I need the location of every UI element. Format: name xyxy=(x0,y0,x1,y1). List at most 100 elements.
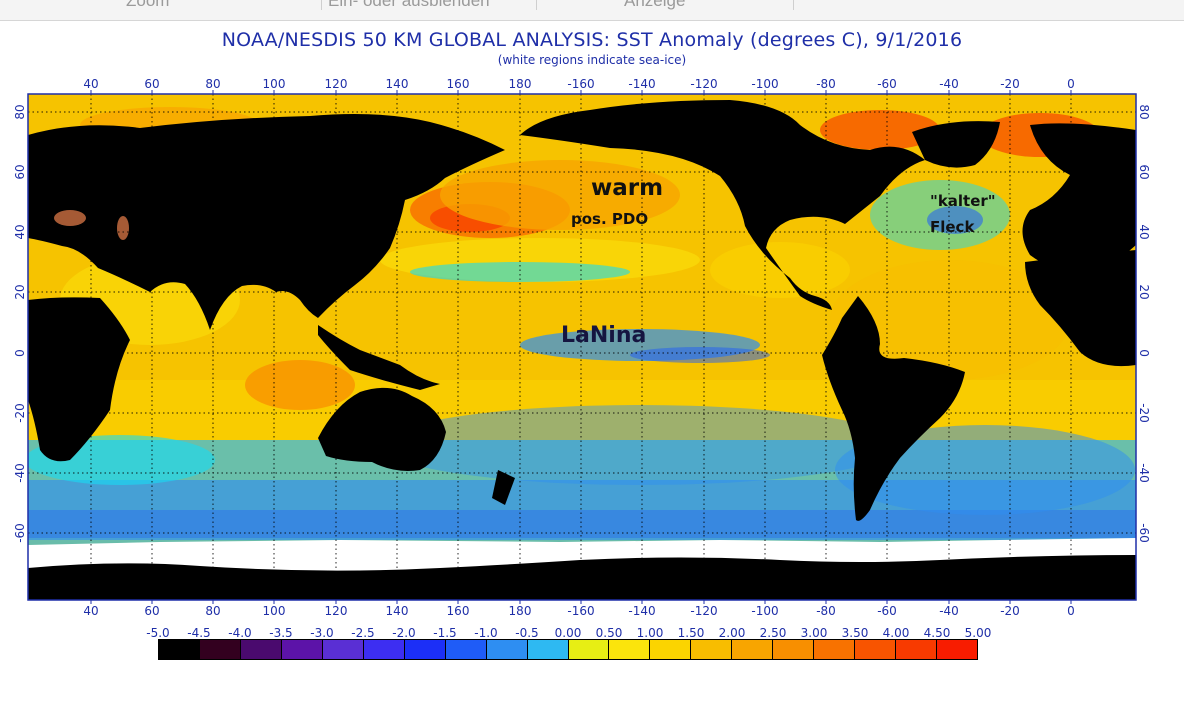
colorbar-cell xyxy=(609,640,651,659)
lon-label-bottom: 40 xyxy=(83,604,98,618)
colorbar-cell xyxy=(281,640,323,659)
colorbar-label: 5.00 xyxy=(964,626,992,640)
annotation-kalter: "kalter" xyxy=(930,192,996,210)
colorbar-cell xyxy=(650,640,692,659)
colorbar-cell xyxy=(855,640,897,659)
lon-label-bottom: -160 xyxy=(567,604,594,618)
antarctica xyxy=(28,555,1136,600)
colorbar-cell xyxy=(240,640,282,659)
lon-label-bottom: 60 xyxy=(144,604,159,618)
land-masses xyxy=(28,100,1136,600)
south-america xyxy=(822,296,965,521)
graticule xyxy=(28,94,1136,600)
colorbar-cell xyxy=(363,640,405,659)
lat-label-right: 40 xyxy=(1137,224,1151,239)
lon-label-top: 80 xyxy=(205,77,220,91)
toolbar-separator xyxy=(793,0,794,10)
lon-label-bottom: -60 xyxy=(877,604,897,618)
colorbar-cell xyxy=(691,640,733,659)
lat-label-left: 40 xyxy=(13,224,27,239)
lat-label-right: 0 xyxy=(1137,349,1151,357)
lon-label-bottom: -140 xyxy=(628,604,655,618)
europe xyxy=(1022,123,1136,280)
lon-label-top: 60 xyxy=(144,77,159,91)
greenland xyxy=(912,121,1000,168)
new-zealand xyxy=(492,470,515,505)
africa xyxy=(28,297,130,462)
lat-label-left: -40 xyxy=(13,463,27,483)
colorbar-label: 0.00 xyxy=(554,626,582,640)
lon-label-bottom: 120 xyxy=(325,604,348,618)
lon-label-bottom: 140 xyxy=(386,604,409,618)
lon-label-bottom: 80 xyxy=(205,604,220,618)
lon-label-bottom: 0 xyxy=(1067,604,1075,618)
colorbar-cell xyxy=(814,640,856,659)
colorbar-label: -2.0 xyxy=(392,626,416,640)
annotation-pos-pdo: pos. PDO xyxy=(571,210,649,228)
lat-label-left: -60 xyxy=(13,523,27,543)
lat-label-right: -60 xyxy=(1137,523,1151,543)
colorbar-cell xyxy=(322,640,364,659)
annotation-warm: warm xyxy=(591,175,664,201)
lon-label-top: -60 xyxy=(877,77,897,91)
lat-label-left: 20 xyxy=(13,284,27,299)
lon-label-top: -140 xyxy=(628,77,655,91)
colorbar-label: -1.0 xyxy=(474,626,498,640)
colorbar-cell xyxy=(732,640,774,659)
lakes xyxy=(54,210,129,240)
toolbar-show-hide-button[interactable]: Ein- oder ausblenden xyxy=(328,0,490,10)
lon-label-bottom: -40 xyxy=(939,604,959,618)
lon-label-top: 160 xyxy=(447,77,470,91)
eurasia xyxy=(28,114,505,330)
colorbar-label: -1.5 xyxy=(433,626,457,640)
toolbar-view-button[interactable]: Anzeige xyxy=(624,0,686,10)
west-africa xyxy=(1025,250,1136,367)
colorbar-cell xyxy=(896,640,938,659)
lat-label-left: 0 xyxy=(13,349,27,357)
lat-label-left: -20 xyxy=(13,403,27,423)
lat-label-right: -40 xyxy=(1137,463,1151,483)
colorbar-cell xyxy=(404,640,446,659)
toolbar-zoom-button[interactable]: Zoom xyxy=(126,0,170,10)
lon-label-top: -120 xyxy=(690,77,717,91)
lon-label-bottom: -80 xyxy=(816,604,836,618)
colorbar-label: 1.50 xyxy=(677,626,705,640)
colorbar-label: -4.0 xyxy=(228,626,252,640)
lon-label-top: -20 xyxy=(1000,77,1020,91)
colorbar-label: 3.00 xyxy=(800,626,828,640)
colorbar-label: 2.50 xyxy=(759,626,787,640)
lon-label-bottom: -100 xyxy=(751,604,778,618)
tick-marks xyxy=(90,90,1072,604)
lat-label-right: 20 xyxy=(1137,284,1151,299)
lon-label-bottom: 180 xyxy=(509,604,532,618)
colorbar-label: -3.0 xyxy=(310,626,334,640)
lon-label-top: -100 xyxy=(751,77,778,91)
lon-label-top: 40 xyxy=(83,77,98,91)
toolbar-separator xyxy=(536,0,537,10)
lat-label-left: 80 xyxy=(13,104,27,119)
map-title: NOAA/NESDIS 50 KM GLOBAL ANALYSIS: SST A… xyxy=(221,29,963,51)
lon-label-top: -40 xyxy=(939,77,959,91)
colorbar-cell xyxy=(527,640,569,659)
australia xyxy=(318,387,446,471)
indonesia xyxy=(318,325,440,390)
annotation-fleck: Fleck xyxy=(930,218,975,236)
lon-label-top: 140 xyxy=(386,77,409,91)
lon-label-top: 100 xyxy=(263,77,286,91)
colorbar-cell xyxy=(568,640,610,659)
colorbar-label: -2.5 xyxy=(351,626,375,640)
colorbar-cell xyxy=(773,640,815,659)
colorbar-cell xyxy=(445,640,487,659)
colorbar xyxy=(158,639,978,660)
colorbar-label: 0.50 xyxy=(595,626,623,640)
colorbar-label: 2.00 xyxy=(718,626,746,640)
lon-label-top: 180 xyxy=(509,77,532,91)
annotation-lanina: LaNina xyxy=(561,323,647,348)
lon-label-bottom: 100 xyxy=(263,604,286,618)
colorbar-label: 4.00 xyxy=(882,626,910,640)
colorbar-label: -4.5 xyxy=(187,626,211,640)
lon-label-bottom: 160 xyxy=(447,604,470,618)
lon-label-top: 0 xyxy=(1067,77,1075,91)
lon-label-top: -160 xyxy=(567,77,594,91)
